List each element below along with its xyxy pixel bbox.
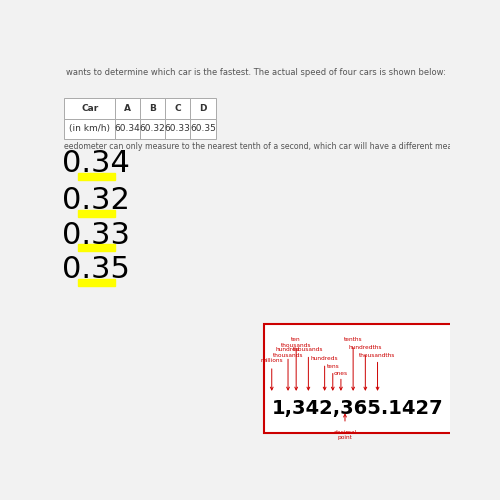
- Bar: [190, 98, 216, 118]
- Bar: [115, 98, 140, 118]
- Bar: [64, 118, 115, 139]
- Bar: [78, 173, 115, 180]
- Text: 0.32: 0.32: [62, 186, 130, 215]
- Text: 60.35: 60.35: [190, 124, 216, 133]
- Text: tens: tens: [326, 364, 339, 369]
- Text: A: A: [124, 104, 131, 113]
- Bar: [140, 98, 165, 118]
- Bar: [64, 98, 115, 118]
- Bar: [264, 324, 477, 434]
- Text: thousands: thousands: [293, 347, 324, 352]
- Text: 60.34: 60.34: [114, 124, 140, 133]
- Text: (in km/h): (in km/h): [69, 124, 110, 133]
- Bar: [165, 118, 190, 139]
- Text: 0.34: 0.34: [62, 150, 130, 178]
- Text: D: D: [199, 104, 206, 113]
- Text: ones: ones: [334, 371, 348, 376]
- Text: 60.33: 60.33: [165, 124, 190, 133]
- Text: 0.33: 0.33: [62, 220, 130, 250]
- Text: B: B: [149, 104, 156, 113]
- Bar: [190, 118, 216, 139]
- Text: ten
thousands: ten thousands: [281, 337, 312, 348]
- Text: hundreds: hundreds: [311, 356, 338, 362]
- Bar: [78, 244, 115, 252]
- Text: decimal
point: decimal point: [334, 430, 356, 440]
- Text: 0.35: 0.35: [62, 256, 130, 284]
- Bar: [165, 98, 190, 118]
- Text: eedometer can only measure to the nearest tenth of a second, which car will have: eedometer can only measure to the neares…: [64, 142, 462, 150]
- Bar: [78, 210, 115, 216]
- Bar: [140, 118, 165, 139]
- Text: Car: Car: [81, 104, 98, 113]
- Bar: [78, 279, 115, 286]
- Text: hundredths: hundredths: [348, 345, 382, 350]
- Text: hundred
thousands: hundred thousands: [273, 347, 304, 358]
- Text: tenths: tenths: [344, 337, 362, 342]
- Text: millions: millions: [260, 358, 283, 364]
- Text: C: C: [174, 104, 181, 113]
- Bar: [115, 118, 140, 139]
- Text: wants to determine which car is the fastest. The actual speed of four cars is sh: wants to determine which car is the fast…: [66, 68, 446, 78]
- Text: thousandths: thousandths: [360, 352, 396, 358]
- Text: 1,342,365.1427: 1,342,365.1427: [272, 399, 444, 418]
- Text: 60.32: 60.32: [140, 124, 166, 133]
